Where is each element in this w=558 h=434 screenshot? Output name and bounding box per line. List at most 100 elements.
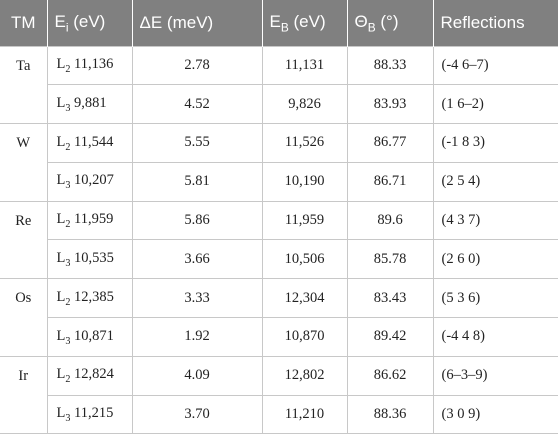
header-subscript: B (367, 19, 376, 34)
bragg-angle-cell: 83.93 (346, 84, 434, 125)
energy-cell: L3 9,881 (46, 84, 133, 125)
energy-cell: L2 12,385 (46, 278, 133, 319)
bragg-angle-cell: 86.77 (346, 123, 434, 163)
table-row: L3 10,535 3.66 10,506 85.78 (2 6 0) (0, 239, 558, 280)
header-text: Θ (354, 11, 368, 31)
reflection-cell: (6–3–9) (432, 355, 558, 396)
delta-e-cell: 3.70 (131, 394, 263, 434)
edge-energy: 10,871 (74, 327, 114, 344)
element-cell: Os (0, 278, 48, 357)
energy-cell: L2 12,824 (46, 355, 133, 396)
energy-cell: L2 11,136 (46, 45, 133, 86)
table-row: W L2 11,544 5.55 11,526 86.77 (-1 8 3) (0, 123, 558, 202)
edge-subscript: 3 (65, 335, 71, 347)
reflection-cell: (4 3 7) (432, 200, 558, 241)
bragg-energy-cell: 11,131 (261, 45, 348, 86)
energy-cell: L3 10,871 (46, 317, 133, 357)
header-cell: Ei (eV) (46, 0, 132, 46)
reflection-cell: (-1 8 3) (432, 123, 558, 163)
edge-subscript: 2 (65, 63, 71, 75)
edge-subscript: 3 (65, 257, 71, 269)
energy-cell: L2 11,959 (46, 200, 133, 241)
header-text: (eV) (288, 11, 326, 31)
edge-energy: 12,824 (74, 366, 114, 383)
edge-energy: 11,544 (74, 133, 114, 150)
header-text: E (269, 11, 281, 31)
header-text: TM (10, 12, 36, 32)
bragg-angle-cell: 89.42 (346, 317, 434, 357)
table-row: L3 10,871 1.92 10,870 89.42 (-4 4 8) (0, 317, 558, 357)
header-cell: ΔE (meV) (131, 0, 262, 46)
header-subscript: i (65, 19, 69, 34)
bragg-angle-cell: 88.36 (346, 394, 434, 434)
edge-subscript: 2 (65, 296, 71, 308)
delta-e-cell: 5.81 (131, 161, 263, 202)
header-text: E (54, 11, 66, 31)
table-row: L3 10,207 5.81 10,190 86.71 (2 5 4) (0, 161, 558, 202)
delta-e-cell: 5.55 (131, 123, 263, 163)
edge-label: L (56, 288, 66, 305)
delta-e-cell: 4.52 (131, 84, 263, 125)
header-row: TM Ei (eV) ΔE (meV) EB (eV) ΘB (°) Reflection… (0, 0, 558, 46)
reflection-cell: (2 5 4) (432, 161, 558, 202)
edge-label: L (56, 405, 66, 422)
reflection-cell: (-4 6–7) (432, 45, 558, 86)
edge-energy: 10,207 (74, 172, 114, 189)
element-cell: W (0, 123, 48, 202)
bragg-energy-cell: 12,304 (261, 278, 348, 319)
bragg-angle-cell: 86.71 (346, 161, 434, 202)
energy-cell: L3 10,207 (46, 161, 133, 202)
header-text: (°) (375, 11, 399, 31)
element-cell: Ir (0, 355, 48, 434)
bragg-energy-cell: 12,802 (261, 355, 348, 396)
element-cell: Ta (0, 45, 48, 125)
delta-e-cell: 5.86 (131, 200, 263, 241)
header-cell: Reflections (432, 0, 558, 46)
bragg-angle-cell: 88.33 (346, 45, 434, 86)
bragg-angle-cell: 86.62 (346, 355, 434, 396)
edge-label: L (56, 249, 66, 266)
edge-label: L (56, 366, 66, 383)
bragg-angle-cell: 89.6 (346, 200, 434, 241)
edge-subscript: 3 (65, 413, 71, 425)
table-row: Os L2 12,385 3.33 12,304 83.43 (5 3 6) (0, 278, 558, 357)
edge-energy: 11,215 (74, 405, 114, 422)
edge-label: L (56, 172, 66, 189)
energy-cell: L3 10,535 (46, 239, 133, 280)
bragg-energy-cell: 9,826 (261, 84, 348, 125)
element-cell: Re (0, 200, 48, 280)
table-row: Ir L2 12,824 4.09 12,802 86.62 (6–3–9) (0, 355, 558, 434)
energy-cell: L2 11,544 (46, 123, 133, 163)
bragg-energy-cell: 10,870 (261, 317, 348, 357)
table-body: Ta L2 11,136 2.78 11,131 88.33 (-4 6–7) L3 9,8… (0, 45, 558, 434)
reflection-cell: (2 6 0) (432, 239, 558, 280)
edge-label: L (56, 327, 66, 344)
edge-subscript: 2 (65, 374, 71, 386)
delta-e-cell: 2.78 (131, 45, 263, 86)
table-row: L3 9,881 4.52 9,826 83.93 (1 6–2) (0, 84, 558, 125)
edge-energy: 10,535 (74, 249, 114, 266)
bragg-energy-cell: 11,959 (261, 200, 348, 241)
edge-energy: 9,881 (74, 94, 107, 111)
header-text: ΔE (meV) (139, 12, 214, 32)
header-cell: TM (0, 0, 47, 46)
edge-energy: 11,959 (74, 211, 114, 228)
header-cell: EB (eV) (261, 0, 347, 46)
delta-e-cell: 1.92 (131, 317, 263, 357)
edge-subscript: 3 (65, 180, 71, 192)
table-row: Re L2 11,959 5.86 11,959 89.6 (4 3 7) (0, 200, 558, 280)
bragg-energy-cell: 10,190 (261, 161, 348, 202)
delta-e-cell: 4.09 (131, 355, 263, 396)
header-text: Reflections (440, 12, 525, 32)
header-subscript: B (280, 19, 289, 34)
delta-e-cell: 3.33 (131, 278, 263, 319)
edge-subscript: 2 (65, 219, 71, 231)
table-row: Ta L2 11,136 2.78 11,131 88.33 (-4 6–7) (0, 45, 558, 125)
edge-label: L (56, 55, 66, 72)
edge-energy: 11,136 (74, 55, 114, 72)
header-text: (eV) (68, 11, 106, 31)
reflection-cell: (-4 4 8) (432, 317, 558, 357)
reflection-cell: (5 3 6) (432, 278, 558, 319)
